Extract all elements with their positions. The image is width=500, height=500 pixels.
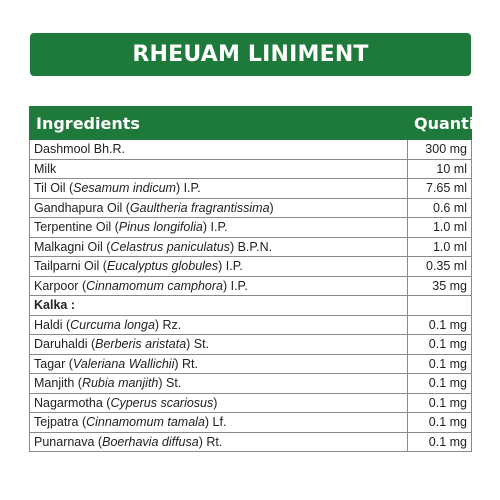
ingredient-suffix: ) I.P. (222, 278, 248, 293)
ingredient-quantity (407, 295, 472, 316)
ingredient-name: Dashmool Bh.R. (29, 139, 408, 160)
ingredient-suffix: ) Rt. (174, 356, 198, 371)
ingredient-name-text: Karpoor ( (34, 278, 87, 293)
table-row: Nagarmotha (Cyperus scariosus) 0.1 mg (29, 392, 472, 413)
botanical-name: Rubia manjith (81, 376, 159, 391)
ingredient-suffix: ) St. (158, 376, 182, 391)
ingredient-name-text: Dashmool Bh.R. (34, 142, 126, 157)
botanical-name: Pinus longifolia (118, 220, 203, 235)
quantity-header: Quantity (407, 106, 492, 140)
ingredient-suffix: ) Lf. (204, 415, 227, 430)
ingredient-quantity: 0.35 ml (407, 256, 472, 277)
ingredient-quantity: 0.1 mg (407, 353, 472, 374)
botanical-name: Sesamum indicum (73, 181, 176, 196)
ingredient-quantity: 7.65 ml (407, 178, 472, 199)
table-row: Daruhaldi (Berberis aristata) St. 0.1 mg (29, 334, 472, 355)
ingredient-name-text: Malkagni Oil ( (34, 239, 111, 254)
ingredient-suffix: ) I.P. (218, 259, 243, 274)
table-row: Gandhapura Oil (Gaultheria fragrantissim… (29, 197, 472, 218)
ingredient-name: Nagarmotha (Cyperus scariosus) (29, 392, 408, 413)
ingredient-name: Punarnava (Boerhavia diffusa) Rt. (29, 431, 408, 452)
ingredient-name: Terpentine Oil (Pinus longifolia) I.P. (29, 217, 408, 238)
botanical-name: Gaultheria fragrantissima (129, 200, 270, 215)
ingredient-quantity: 0.1 mg (407, 431, 472, 452)
ingredient-quantity: 0.1 mg (407, 373, 472, 394)
ingredient-name-text: Tailparni Oil ( (34, 259, 107, 274)
ingredient-name: Tagar (Valeriana Wallichii) Rt. (29, 353, 408, 374)
ingredient-name: Til Oil (Sesamum indicum) I.P. (29, 178, 408, 199)
ingredient-quantity: 1.0 ml (407, 236, 472, 257)
ingredients-table: Ingredients Quantity Dashmool Bh.R. 300 m… (29, 106, 492, 452)
ingredient-suffix: ) B.P.N. (229, 239, 273, 254)
botanical-name: Boerhavia diffusa (102, 434, 199, 449)
ingredient-name-text: Gandhapura Oil ( (34, 200, 130, 215)
ingredient-name: Milk (29, 158, 408, 179)
ingredient-quantity: 0.1 mg (407, 334, 472, 355)
page-title: RHEUAM LINIMENT (132, 42, 369, 67)
ingredient-name-text: Haldi ( (34, 317, 71, 332)
ingredient-quantity: 0.1 mg (407, 412, 472, 433)
botanical-name: Berberis aristata (95, 337, 187, 352)
ingredient-name-text: Milk (34, 161, 57, 176)
botanical-name: Cyperus scariosus (110, 395, 214, 410)
ingredient-quantity: 1.0 ml (407, 217, 472, 238)
ingredient-suffix: ) I.P. (202, 220, 228, 235)
botanical-name: Valeriana Wallichii (72, 356, 175, 371)
ingredient-suffix: ) Rt. (198, 434, 223, 449)
ingredient-name: Gandhapura Oil (Gaultheria fragrantissim… (29, 197, 408, 218)
ingredient-name-text: Daruhaldi ( (34, 337, 96, 352)
ingredient-name: Haldi (Curcuma longa) Rz. (29, 314, 408, 335)
table-row: Manjith (Rubia manjith) St. 0.1 mg (29, 373, 472, 394)
ingredient-name: Karpoor (Cinnamomum camphora) I.P. (29, 275, 408, 296)
table-row: Til Oil (Sesamum indicum) I.P. 7.65 ml (29, 178, 472, 199)
section-label: Kalka : (29, 295, 408, 316)
ingredient-suffix: ) (213, 395, 218, 410)
ingredient-name: Tailparni Oil (Eucalyptus globules) I.P. (29, 256, 408, 277)
ingredient-name-text: Terpentine Oil ( (34, 220, 119, 235)
ingredient-name-text: Nagarmotha ( (34, 395, 111, 410)
ingredient-name-text: Tejpatra ( (34, 415, 87, 430)
ingredient-name-text: Manjith ( (34, 376, 82, 391)
botanical-name: Cinnamomum camphora (86, 278, 223, 293)
botanical-name: Cinnamomum tamala (86, 415, 205, 430)
ingredient-name-text: Punarnava ( (34, 434, 103, 449)
ingredient-suffix: ) St. (186, 337, 210, 352)
table-row: Haldi (Curcuma longa) Rz. 0.1 mg (29, 314, 472, 335)
ingredient-name: Manjith (Rubia manjith) St. (29, 373, 408, 394)
ingredient-quantity: 300 mg (407, 139, 472, 160)
ingredient-name: Malkagni Oil (Celastrus paniculatus) B.P… (29, 236, 408, 257)
section-row: Kalka : (29, 295, 472, 316)
ingredient-quantity: 35 mg (407, 275, 472, 296)
table-row: Malkagni Oil (Celastrus paniculatus) B.P… (29, 236, 472, 257)
ingredient-name-text: Til Oil ( (34, 181, 74, 196)
table-row: Dashmool Bh.R. 300 mg (29, 139, 472, 160)
ingredient-quantity: 0.1 mg (407, 392, 472, 413)
ingredient-name: Tejpatra (Cinnamomum tamala) Lf. (29, 412, 408, 433)
ingredients-header: Ingredients (29, 106, 408, 140)
table-row: Tailparni Oil (Eucalyptus globules) I.P.… (29, 256, 472, 277)
botanical-name: Celastrus paniculatus (110, 239, 230, 254)
ingredient-suffix: ) I.P. (175, 181, 201, 196)
title-banner: RHEUAM LINIMENT (30, 33, 471, 76)
ingredient-quantity: 0.6 ml (407, 197, 472, 218)
ingredient-name: Daruhaldi (Berberis aristata) St. (29, 334, 408, 355)
table-row: Tejpatra (Cinnamomum tamala) Lf. 0.1 mg (29, 412, 472, 433)
ingredient-suffix: ) Rz. (154, 317, 182, 332)
table-row: Punarnava (Boerhavia diffusa) Rt. 0.1 mg (29, 431, 472, 452)
ingredient-name-text: Kalka : (34, 298, 75, 313)
ingredient-quantity: 0.1 mg (407, 314, 472, 335)
table-row: Milk 10 ml (29, 158, 472, 179)
ingredient-name-text: Tagar ( (34, 356, 73, 371)
botanical-name: Eucalyptus globules (106, 259, 219, 274)
botanical-name: Curcuma longa (70, 317, 155, 332)
ingredient-suffix: ) (269, 200, 274, 215)
ingredient-quantity: 10 ml (407, 158, 472, 179)
table-row: Karpoor (Cinnamomum camphora) I.P. 35 mg (29, 275, 472, 296)
table-row: Tagar (Valeriana Wallichii) Rt. 0.1 mg (29, 353, 472, 374)
table-header-row: Ingredients Quantity (29, 106, 492, 140)
table-row: Terpentine Oil (Pinus longifolia) I.P. 1.… (29, 217, 472, 238)
